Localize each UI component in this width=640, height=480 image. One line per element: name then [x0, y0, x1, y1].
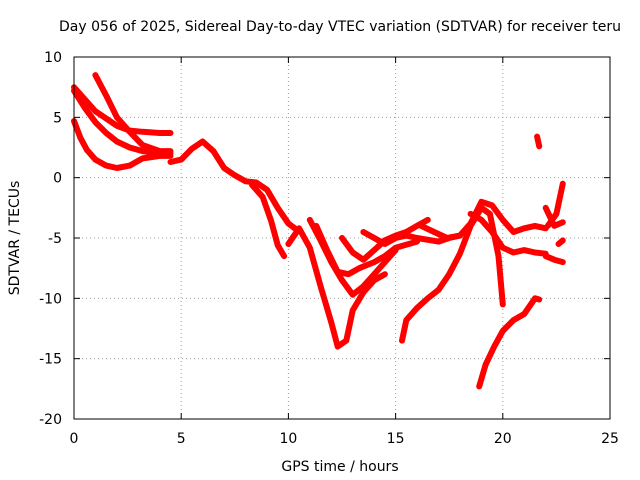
series-trace-b — [71, 87, 174, 157]
series-trace-i — [313, 222, 420, 278]
series-trace-s — [542, 253, 566, 266]
y-axis-label: SDTVAR / TECUs — [7, 181, 23, 296]
series-trace-j — [339, 216, 431, 263]
x-tick-label: 0 — [70, 431, 79, 447]
y-tick-label: -10 — [39, 291, 62, 307]
y-tick-label: -5 — [48, 231, 62, 247]
series-trace-d — [92, 72, 174, 155]
y-tick-label: -15 — [39, 352, 62, 368]
series-trace-n — [467, 210, 549, 257]
y-tick-label: 5 — [53, 110, 62, 126]
y-tick-label: -20 — [39, 412, 62, 428]
series-trace-e — [167, 138, 298, 232]
chart-title: Day 056 of 2025, Sidereal Day-to-day VTE… — [59, 19, 621, 35]
x-tick-label: 25 — [601, 431, 619, 447]
series-trace-g — [285, 225, 388, 350]
series-trace-p — [534, 133, 543, 150]
series-trace-o — [476, 295, 543, 390]
x-tick-label: 15 — [387, 431, 405, 447]
series-trace-r — [542, 204, 566, 229]
x-tick-label: 10 — [279, 431, 297, 447]
y-tick-label: 10 — [44, 50, 62, 66]
y-tick-label: 0 — [53, 171, 62, 187]
series-trace-f — [249, 181, 288, 260]
data-series — [71, 72, 566, 390]
series-trace-c — [71, 118, 174, 171]
series-trace-m — [418, 198, 549, 241]
x-axis-label: GPS time / hours — [281, 459, 398, 475]
axis-ticks: 0 5 10 15 20 25 -20 -15 -10 -5 0 5 10 — [39, 50, 619, 447]
x-tick-label: 5 — [177, 431, 186, 447]
series-trace-l — [399, 204, 506, 344]
series-trace-t — [555, 237, 566, 247]
x-tick-label: 20 — [494, 431, 512, 447]
series-trace-a — [71, 84, 174, 136]
